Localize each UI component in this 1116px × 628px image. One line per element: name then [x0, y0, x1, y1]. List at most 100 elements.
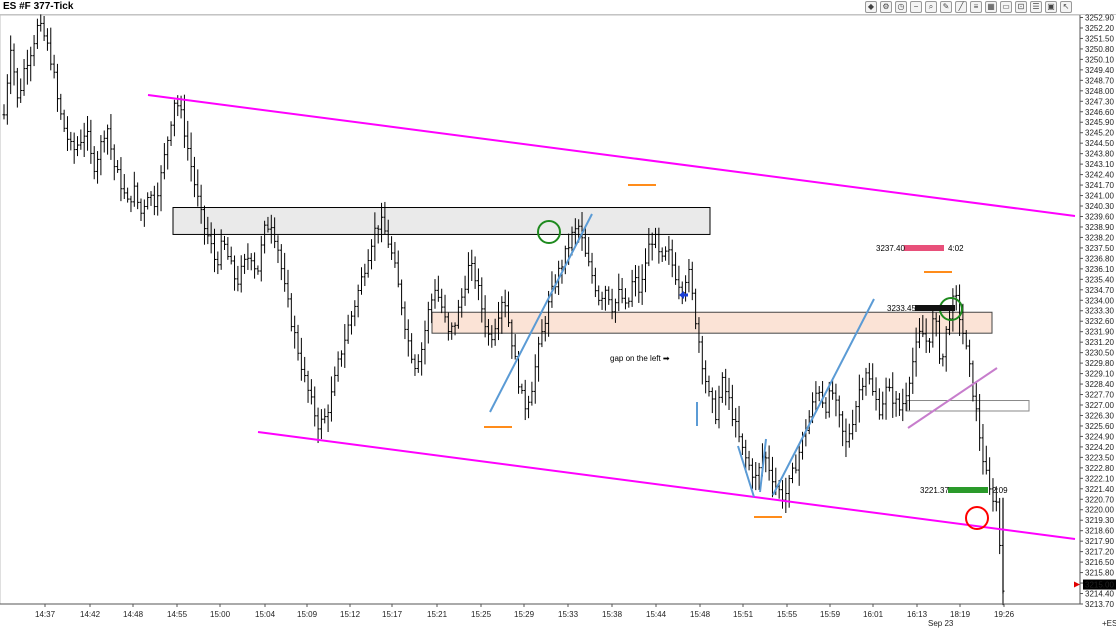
ohlc-bar: [864, 367, 868, 396]
time-tick-label: 15:21: [427, 610, 448, 619]
trendline[interactable]: [772, 298, 875, 496]
clock-icon[interactable]: ◷: [895, 1, 907, 13]
ohlc-bar: [55, 63, 59, 112]
ohlc-bar: [780, 480, 784, 509]
ohlc-bar: [974, 383, 978, 422]
ohlc-bar: [938, 315, 942, 364]
ohlc-bar: [603, 285, 607, 311]
ohlc-bar: [988, 457, 992, 495]
ohlc-bar: [978, 394, 982, 451]
data-box-icon[interactable]: ▣: [1045, 1, 1057, 13]
price-tick-label: 3242.40: [1085, 171, 1114, 180]
ohlc-bar: [433, 279, 437, 309]
ohlc-bar: [446, 312, 450, 341]
ohlc-bar: [263, 220, 267, 254]
ohlc-bar: [79, 129, 83, 150]
time-tick-label: 15:09: [297, 610, 318, 619]
minor-trendline[interactable]: [907, 367, 998, 429]
ohlc-bar: [887, 378, 891, 392]
time-tick-label: 15:44: [646, 610, 667, 619]
price-tick-label: 3224.90: [1085, 432, 1114, 441]
ohlc-bar: [152, 185, 156, 216]
ohlc-bar: [186, 120, 190, 161]
magnify-icon[interactable]: ⌕: [925, 1, 937, 13]
cursor-icon[interactable]: ↖: [1060, 1, 1072, 13]
price-tick-label: 3238.90: [1085, 223, 1114, 232]
price-tick-label: 3250.10: [1085, 55, 1114, 64]
ohlc-bar: [229, 246, 233, 265]
ohlc-bar: [226, 237, 230, 260]
ohlc-bar: [149, 191, 153, 206]
trendline[interactable]: [489, 213, 593, 413]
ohlc-bar: [994, 486, 998, 512]
ohlc-bar: [837, 395, 841, 428]
price-tick-label: 3237.50: [1085, 244, 1114, 253]
rectangle-icon[interactable]: ▭: [1000, 1, 1012, 13]
ohlc-bar: [931, 307, 935, 348]
ohlc-bar: [527, 395, 531, 419]
time-tick-label: 14:37: [35, 610, 56, 619]
ohlc-bar: [533, 354, 537, 404]
ohlc-bar: [62, 109, 66, 132]
bid-timer-label: 2:09: [992, 486, 1008, 495]
ohlc-bar: [396, 250, 400, 288]
ohlc-bar: [156, 182, 160, 216]
properties-icon[interactable]: ☰: [1030, 1, 1042, 13]
price-tick-label: 3252.20: [1085, 24, 1114, 33]
ohlc-bar: [704, 360, 708, 394]
ohlc-bar: [750, 458, 754, 489]
ray-icon[interactable]: ╱: [955, 1, 967, 13]
ohlc-bar: [854, 400, 858, 432]
ohlc-bar: [22, 59, 26, 96]
pencil-icon[interactable]: ✎: [940, 1, 952, 13]
indicator-icon[interactable]: ◆: [865, 1, 877, 13]
price-tick-label: 3245.20: [1085, 129, 1114, 138]
ohlc-bar: [463, 275, 467, 306]
ohlc-bar: [316, 407, 320, 444]
support-zone[interactable]: [431, 311, 993, 334]
ohlc-bar: [132, 171, 136, 207]
ohlc-bar: [182, 94, 186, 148]
minus-icon[interactable]: −: [910, 1, 922, 13]
upper-channel-line[interactable]: [147, 94, 1076, 217]
ohlc-bar: [319, 409, 323, 440]
ohlc-bar: [694, 288, 698, 330]
price-tick-label: 3251.50: [1085, 34, 1114, 43]
ohlc-bar: [817, 386, 821, 402]
price-tick-label: 3230.50: [1085, 349, 1114, 358]
resistance-zone[interactable]: [172, 207, 711, 235]
ohlc-bar: [971, 360, 975, 402]
ohlc-bar: [15, 67, 19, 108]
strategy-icon[interactable]: ⚙: [880, 1, 892, 13]
ohlc-bar: [874, 377, 878, 411]
channel-icon[interactable]: ≡: [970, 1, 982, 13]
ohlc-bar: [326, 404, 330, 433]
ask-price-label: 3237.40: [876, 244, 905, 253]
ohlc-bar: [473, 256, 477, 289]
trendline[interactable]: [759, 438, 767, 493]
ohlc-bar: [296, 324, 300, 361]
ohlc-bar: [249, 253, 253, 271]
ohlc-bar: [5, 74, 9, 125]
trendline[interactable]: [737, 445, 755, 498]
small-zone[interactable]: [906, 400, 1030, 412]
ohlc-bar: [901, 388, 905, 422]
ohlc-bar: [520, 383, 524, 394]
ohlc-bar: [841, 411, 845, 447]
lock-icon[interactable]: ⊡: [1015, 1, 1027, 13]
price-tick-label: 3222.10: [1085, 474, 1114, 483]
ohlc-bar: [306, 370, 310, 403]
price-tick-label: 3219.30: [1085, 516, 1114, 525]
ohlc-bar: [313, 386, 317, 427]
ohlc-bar: [256, 265, 260, 275]
grid-icon[interactable]: ▦: [985, 1, 997, 13]
ohlc-bar: [29, 46, 33, 82]
ohlc-bar: [192, 156, 196, 198]
ohlc-bar: [353, 300, 357, 327]
lower-channel-line[interactable]: [257, 431, 1076, 540]
ohlc-bar: [159, 165, 163, 212]
ohlc-bar: [543, 316, 547, 342]
ohlc-bar: [523, 379, 527, 421]
ohlc-bar: [259, 235, 263, 282]
